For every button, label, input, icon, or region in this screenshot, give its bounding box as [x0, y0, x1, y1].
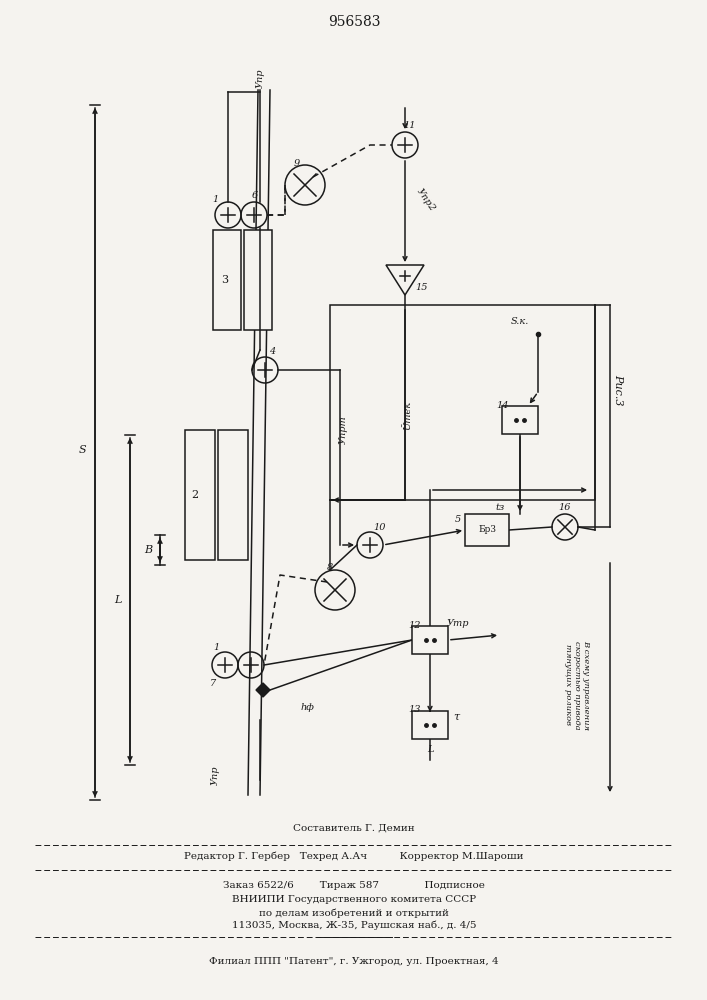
- Text: 3: 3: [221, 275, 228, 285]
- Text: Упр: Упр: [255, 68, 264, 88]
- Text: 2: 2: [192, 490, 199, 500]
- Text: 1: 1: [213, 644, 219, 652]
- Bar: [412, 711, 448, 739]
- Text: Упр2: Упр2: [415, 187, 437, 213]
- Bar: [465, 514, 509, 546]
- Text: 12: 12: [409, 620, 421, 630]
- Text: по делам изобретений и открытий: по делам изобретений и открытий: [259, 908, 449, 918]
- Text: 13: 13: [409, 706, 421, 714]
- Text: Составитель Г. Демин: Составитель Г. Демин: [293, 824, 415, 832]
- Text: ВНИИПИ Государственного комитета СССР: ВНИИПИ Государственного комитета СССР: [232, 896, 476, 904]
- Text: 1: 1: [212, 196, 218, 205]
- Text: 113035, Москва, Ж-35, Раушская наб., д. 4/5: 113035, Москва, Ж-35, Раушская наб., д. …: [232, 920, 477, 930]
- Bar: [412, 626, 448, 654]
- Text: 10: 10: [374, 522, 386, 532]
- Text: Бр3: Бр3: [478, 526, 496, 534]
- Text: 14: 14: [497, 401, 509, 410]
- Bar: [502, 406, 538, 434]
- Text: 16: 16: [559, 504, 571, 512]
- Text: τ: τ: [453, 712, 459, 722]
- Text: 4: 4: [269, 347, 275, 356]
- Text: Филиал ППП "Патент", г. Ужгород, ул. Проектная, 4: Филиал ППП "Патент", г. Ужгород, ул. Про…: [209, 958, 499, 966]
- Bar: [213, 230, 241, 330]
- Text: Редактор Г. Гербер   Техред А.Ач          Корректор М.Шароши: Редактор Г. Гербер Техред А.Ач Корректор…: [185, 851, 524, 861]
- Text: 11: 11: [404, 121, 416, 130]
- Text: 9: 9: [294, 158, 300, 167]
- Text: 8: 8: [327, 562, 333, 572]
- Text: Рис.3: Рис.3: [613, 374, 623, 406]
- Text: B: B: [144, 545, 152, 555]
- Bar: [244, 230, 272, 330]
- Polygon shape: [256, 683, 270, 697]
- Text: Упрт: Упрт: [339, 416, 348, 444]
- Polygon shape: [386, 265, 424, 295]
- Text: tз: tз: [496, 502, 505, 512]
- Text: 6: 6: [252, 192, 258, 200]
- Text: В схему управления
скоростью привода
тянущих роликов: В схему управления скоростью привода тян…: [563, 640, 590, 730]
- Text: 956583: 956583: [328, 15, 380, 29]
- Text: S.к.: S.к.: [511, 318, 529, 326]
- Text: 7: 7: [210, 678, 216, 688]
- Bar: [185, 430, 215, 560]
- Text: L: L: [115, 595, 122, 605]
- Text: L: L: [427, 746, 433, 754]
- Text: Упр: Упр: [211, 765, 219, 785]
- Bar: [330, 305, 595, 500]
- Text: hф: hф: [300, 704, 314, 712]
- Text: Утр: Утр: [447, 619, 469, 629]
- Text: Заказ 6522/6        Тираж 587              Подписное: Заказ 6522/6 Тираж 587 Подписное: [223, 882, 485, 890]
- Text: S: S: [78, 445, 86, 455]
- Text: Ūтек: Ūтек: [404, 400, 412, 430]
- Text: 5: 5: [455, 516, 461, 524]
- Text: 15: 15: [416, 284, 428, 292]
- Bar: [218, 430, 248, 560]
